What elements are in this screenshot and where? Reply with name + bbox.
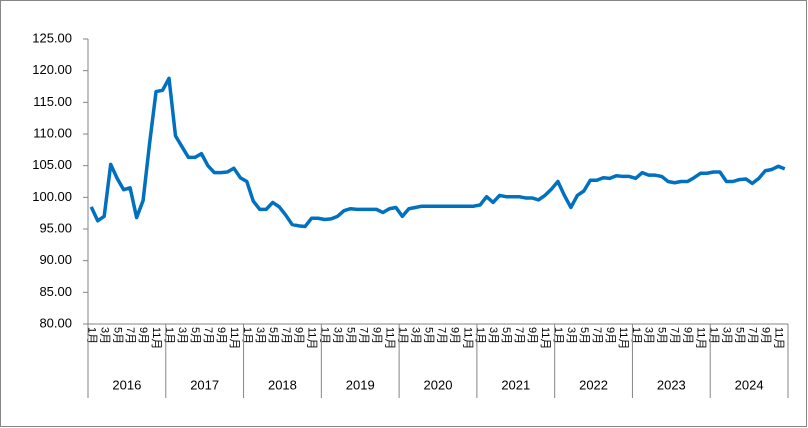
y-tick-label: 105.00 xyxy=(32,157,72,172)
year-label: 2021 xyxy=(501,377,530,392)
year-label: 2020 xyxy=(424,377,453,392)
x-tick-label: 7月 xyxy=(358,327,370,344)
y-tick-label: 95.00 xyxy=(39,220,72,235)
year-label: 2023 xyxy=(657,377,686,392)
year-label: 2019 xyxy=(346,377,375,392)
x-tick-label: 3月 xyxy=(565,327,577,344)
x-tick-label: 7月 xyxy=(435,327,447,344)
x-tick-label: 7月 xyxy=(669,327,681,344)
x-tick-label: 7月 xyxy=(280,327,292,344)
x-tick-label: 11月 xyxy=(539,327,551,349)
x-tick-label: 1月 xyxy=(163,327,175,344)
x-tick-label: 5月 xyxy=(189,327,201,344)
x-tick-label: 9月 xyxy=(759,327,771,344)
x-tick-label: 7月 xyxy=(513,327,525,344)
x-tick-label: 1月 xyxy=(85,327,97,344)
year-label: 2017 xyxy=(190,377,219,392)
x-tick-label: 5月 xyxy=(111,327,123,344)
year-label: 2018 xyxy=(268,377,297,392)
year-label: 2022 xyxy=(579,377,608,392)
x-tick-label: 5月 xyxy=(267,327,279,344)
y-tick-label: 110.00 xyxy=(33,125,72,140)
x-tick-label: 7月 xyxy=(202,327,214,344)
y-tick-label: 125.00 xyxy=(32,30,72,45)
y-tick-label: 120.00 xyxy=(32,62,72,77)
y-tick-label: 80.00 xyxy=(39,315,72,330)
x-tick-label: 7月 xyxy=(746,327,758,344)
x-tick-label: 9月 xyxy=(137,327,149,344)
x-tick-label: 3月 xyxy=(643,327,655,344)
x-tick-label: 1月 xyxy=(396,327,408,344)
x-tick-label: 9月 xyxy=(293,327,305,344)
x-tick-label: 9月 xyxy=(682,327,694,344)
x-tick-label: 5月 xyxy=(578,327,590,344)
year-label: 2024 xyxy=(735,377,764,392)
year-label: 2016 xyxy=(112,377,141,392)
x-tick-label: 9月 xyxy=(526,327,538,344)
data-line xyxy=(89,76,786,229)
x-tick-label: 11月 xyxy=(306,327,318,349)
x-tick-label: 9月 xyxy=(604,327,616,344)
x-tick-label: 11月 xyxy=(383,327,395,349)
y-tick-label: 115.00 xyxy=(33,94,72,109)
x-tick-label: 3月 xyxy=(409,327,421,344)
x-tick-label: 5月 xyxy=(500,327,512,344)
x-tick-label: 3月 xyxy=(487,327,499,344)
x-tick-label: 7月 xyxy=(591,327,603,344)
x-tick-label: 3月 xyxy=(721,327,733,344)
x-tick-label: 1月 xyxy=(319,327,331,344)
x-tick-label: 11月 xyxy=(150,327,162,349)
x-tick-label: 1月 xyxy=(474,327,486,344)
x-tick-label: 3月 xyxy=(254,327,266,344)
y-tick-label: 100.00 xyxy=(32,189,72,204)
x-tick-label: 11月 xyxy=(228,327,240,349)
x-tick-label: 1月 xyxy=(630,327,642,344)
x-tick-label: 5月 xyxy=(656,327,668,344)
x-tick-label: 9月 xyxy=(371,327,383,344)
x-tick-label: 1月 xyxy=(241,327,253,344)
x-tick-label: 9月 xyxy=(448,327,460,344)
x-tick-label: 3月 xyxy=(98,327,110,344)
x-tick-label: 3月 xyxy=(176,327,188,344)
x-tick-label: 1月 xyxy=(708,327,720,344)
y-tick-label: 85.00 xyxy=(39,284,72,299)
x-tick-label: 3月 xyxy=(332,327,344,344)
x-tick-label: 11月 xyxy=(772,327,784,349)
x-tick-label: 7月 xyxy=(124,327,136,344)
x-tick-label: 5月 xyxy=(345,327,357,344)
x-tick-label: 5月 xyxy=(733,327,745,344)
y-tick-label: 90.00 xyxy=(39,252,72,267)
x-tick-label: 1月 xyxy=(552,327,564,344)
x-tick-label: 11月 xyxy=(617,327,629,349)
x-tick-label: 11月 xyxy=(695,327,707,349)
x-tick-label: 11月 xyxy=(461,327,473,349)
x-tick-label: 9月 xyxy=(215,327,227,344)
x-tick-label: 5月 xyxy=(422,327,434,344)
